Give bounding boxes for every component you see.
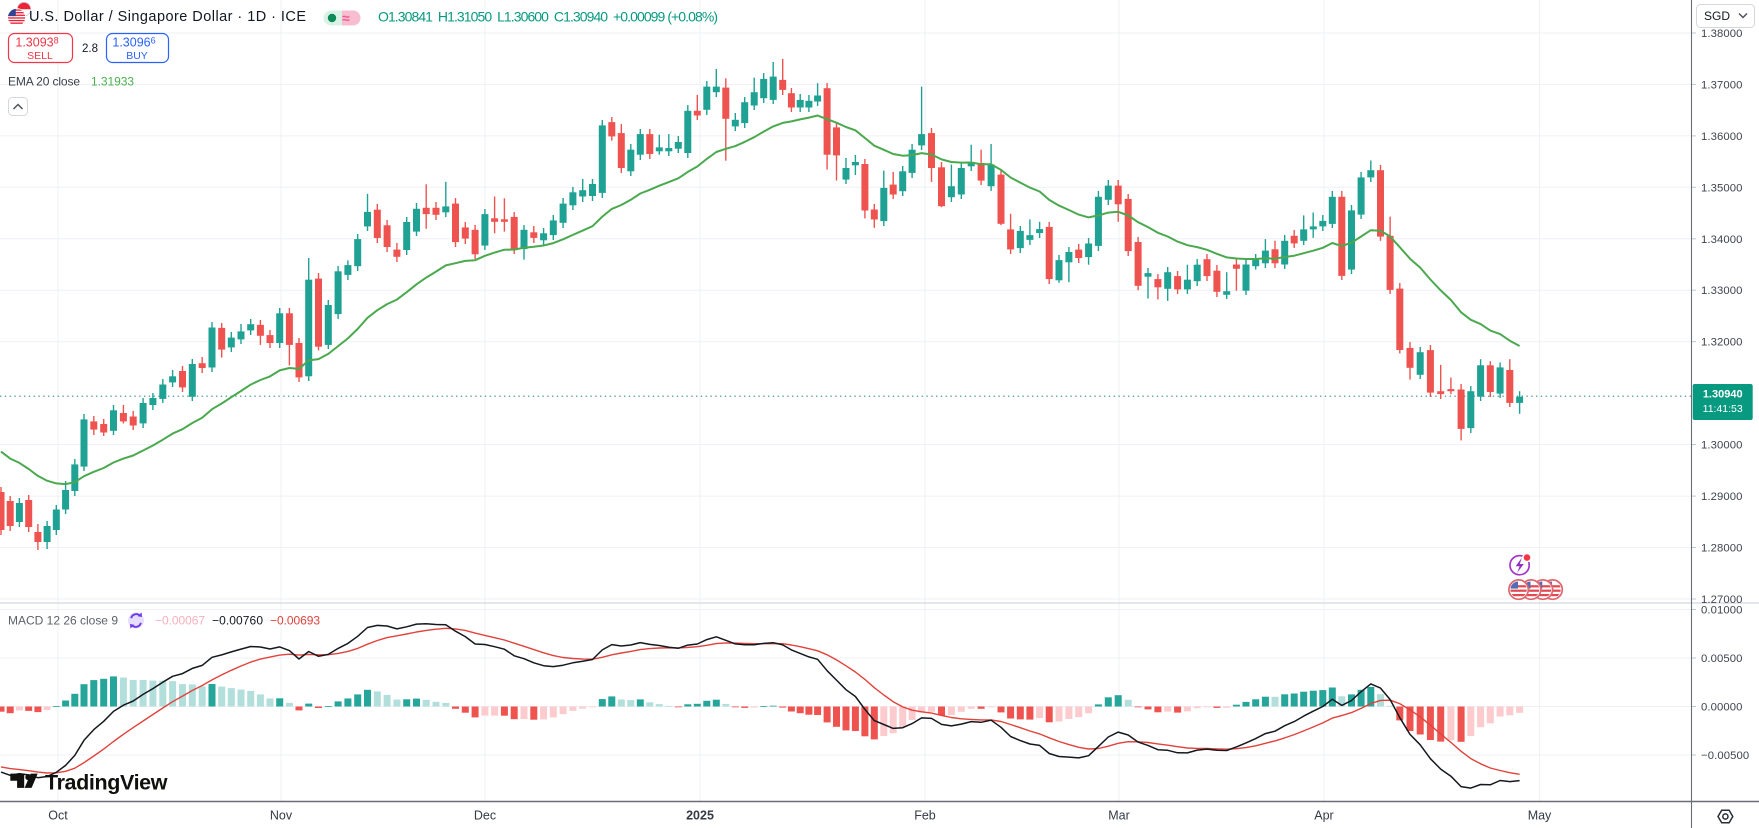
- svg-text:O1.30841 H1.31050 L1.30600: O1.30841 H1.31050 L1.30600 C1.30940 +0.0…: [378, 9, 718, 25]
- svg-text:1.35000: 1.35000: [1701, 182, 1743, 194]
- svg-text:Dec: Dec: [474, 809, 496, 823]
- svg-text:1.30940: 1.30940: [1703, 389, 1743, 401]
- svg-text:1.32000: 1.32000: [1701, 337, 1743, 349]
- svg-text:SGD: SGD: [1704, 9, 1730, 23]
- svg-text:1.36000: 1.36000: [1701, 131, 1743, 143]
- svg-text:SELL: SELL: [27, 50, 53, 62]
- svg-text:≈: ≈: [342, 10, 350, 26]
- svg-text:1.37000: 1.37000: [1701, 79, 1743, 91]
- svg-text:−0.00693: −0.00693: [270, 614, 320, 628]
- svg-text:1.30000: 1.30000: [1701, 440, 1743, 452]
- svg-text:−0.00067: −0.00067: [155, 614, 205, 628]
- svg-text:0.00500: 0.00500: [1701, 653, 1743, 665]
- svg-text:2.8: 2.8: [82, 43, 98, 55]
- svg-text:1.29000: 1.29000: [1701, 491, 1743, 503]
- svg-text:U.S. Dollar / Singapore Dollar: U.S. Dollar / Singapore Dollar · 1D · IC…: [29, 9, 306, 25]
- svg-text:BUY: BUY: [126, 50, 148, 62]
- svg-text:1.28000: 1.28000: [1701, 543, 1743, 555]
- svg-text:1.31933: 1.31933: [91, 75, 134, 89]
- svg-text:May: May: [1528, 809, 1552, 823]
- svg-text:2025: 2025: [686, 809, 714, 823]
- svg-text:1.34000: 1.34000: [1701, 234, 1743, 246]
- svg-text:1.30966: 1.30966: [112, 36, 155, 50]
- svg-text:TradingView: TradingView: [45, 771, 168, 795]
- svg-text:1.38000: 1.38000: [1701, 28, 1743, 40]
- svg-text:MACD 12 26 close 9: MACD 12 26 close 9: [8, 614, 118, 628]
- svg-text:Feb: Feb: [914, 809, 936, 823]
- svg-text:1.33000: 1.33000: [1701, 285, 1743, 297]
- svg-text:−0.00500: −0.00500: [1701, 750, 1749, 762]
- svg-text:1.30938: 1.30938: [15, 36, 58, 50]
- svg-text:−0.00760: −0.00760: [212, 614, 263, 628]
- svg-text:Apr: Apr: [1314, 809, 1333, 823]
- svg-text:Nov: Nov: [270, 809, 293, 823]
- svg-text:EMA 20 close: EMA 20 close: [8, 75, 80, 89]
- svg-text:0.01000: 0.01000: [1701, 605, 1743, 617]
- svg-text:1.27000: 1.27000: [1701, 594, 1743, 606]
- svg-text:Mar: Mar: [1108, 809, 1130, 823]
- svg-text:Oct: Oct: [48, 809, 68, 823]
- svg-text:11:41:53: 11:41:53: [1703, 403, 1743, 415]
- svg-text:0.00000: 0.00000: [1701, 702, 1743, 714]
